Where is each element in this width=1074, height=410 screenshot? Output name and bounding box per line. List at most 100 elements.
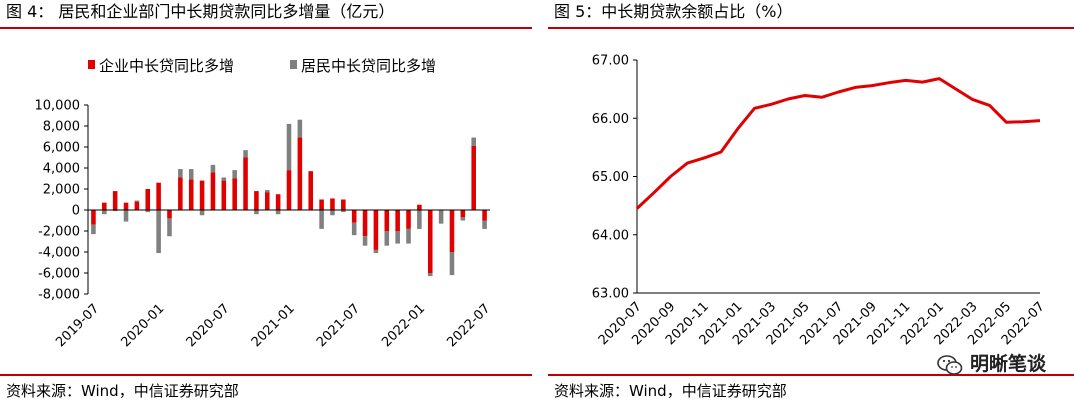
bar-household: [460, 217, 466, 221]
bar-household: [178, 169, 183, 178]
bar-x-tick-label: 2022-01: [379, 301, 428, 350]
bar-enterprise: [275, 194, 281, 210]
bar-household: [210, 164, 216, 173]
bar-household: [297, 119, 303, 138]
bar-enterprise: [417, 204, 422, 210]
bar-household: [373, 249, 379, 254]
bar-household: [427, 273, 433, 277]
bar-household: [264, 190, 270, 193]
bar-enterprise: [178, 177, 183, 210]
bar-household: [341, 210, 346, 213]
line-chart: 63.00 64.00 65.00 66.00 67.00 2020-072020-09…: [592, 54, 1048, 349]
bar-y-tick-label: -8,000: [38, 288, 80, 303]
left-source-rule: [0, 374, 532, 376]
bar-enterprise: [188, 179, 194, 210]
line-series-loan-share: [635, 77, 1041, 210]
bar-enterprise: [341, 199, 346, 210]
bar-enterprise: [134, 201, 140, 210]
bar-enterprise: [471, 145, 476, 210]
left-chart-panel: 图 4： 居民和企业部门中长期贷款同比多增量（亿元） 企业中长贷同比多增 居民中…: [0, 0, 532, 410]
bar-enterprise: [449, 210, 455, 252]
right-chart-panel: 图 5：中长期贷款余额占比（%） 63.00 64.00 65.00 66.00 67.…: [548, 0, 1074, 410]
bar-household: [134, 200, 140, 202]
watermark: 明晰笔谈: [937, 349, 1046, 376]
bar-enterprise: [308, 171, 314, 210]
bar-enterprise: [102, 202, 107, 210]
bar-enterprise: [210, 172, 216, 210]
bar-household: [275, 210, 281, 215]
bar-enterprise: [395, 210, 400, 231]
bar-enterprise: [406, 210, 411, 229]
bar-household: [417, 210, 422, 229]
wechat-icon: [937, 354, 963, 375]
bar-household: [319, 210, 324, 229]
bar-household: [471, 137, 476, 146]
bar-enterprise: [167, 210, 172, 219]
bar-enterprise: [351, 210, 357, 223]
bar-enterprise: [373, 210, 379, 250]
bar-y-tick-label: 8,000: [43, 120, 80, 135]
bar-household: [449, 252, 455, 276]
bar-enterprise: [232, 178, 237, 210]
bar-x-tick-label: 2021-07: [314, 301, 363, 350]
bar-enterprise: [112, 191, 118, 210]
bar-household: [167, 218, 172, 237]
bar-enterprise: [156, 182, 161, 210]
bar-x-axis: 2019-07 2020-01 2020-07 2021-01 2021-07 2022-…: [53, 209, 493, 350]
legend-swatch-household: [290, 60, 297, 69]
bar-household: [286, 123, 292, 171]
bar-household: [145, 210, 151, 213]
bar-household: [232, 170, 237, 179]
bar-enterprise: [330, 198, 335, 210]
bar-enterprise: [460, 210, 466, 218]
right-source-note: 资料来源：Wind，中信证券研究部: [554, 382, 787, 400]
bar-household: [406, 228, 411, 244]
line-y-axis: 63.00 64.00 65.00 66.00 67.00: [592, 54, 638, 302]
bar-enterprise: [123, 202, 129, 210]
line-y-tick-label: 66.00: [592, 112, 629, 127]
bar-y-tick-label: -2,000: [38, 225, 80, 240]
bar-x-tick-label: 2019-07: [53, 301, 102, 350]
line-y-tick-label: 65.00: [592, 170, 629, 185]
bar-x-tick-label: 2020-01: [118, 301, 167, 350]
bar-y-tick-label: -4,000: [38, 246, 80, 261]
line-marks: [635, 77, 1041, 210]
bar-enterprise: [243, 157, 248, 210]
bar-enterprise: [482, 210, 487, 221]
bar-y-tick-label: 4,000: [43, 162, 80, 177]
bar-household: [362, 236, 368, 246]
bar-household: [156, 210, 161, 254]
bar-y-tick-label: 6,000: [43, 141, 80, 156]
right-chart-title: 图 5：中长期贷款余额占比（%）: [554, 2, 793, 21]
bar-household: [123, 210, 129, 222]
bar-enterprise: [384, 210, 390, 231]
bar-household: [438, 210, 444, 224]
bar-enterprise: [297, 137, 303, 210]
bar-household: [112, 210, 118, 212]
bar-household: [243, 150, 248, 158]
line-y-tick-label: 64.00: [592, 228, 629, 243]
bar-enterprise: [91, 210, 96, 225]
bar-household: [482, 220, 487, 229]
bar-household: [199, 210, 205, 216]
bar-enterprise: [145, 189, 151, 210]
watermark-text: 明晰笔谈: [969, 353, 1046, 375]
bar-x-tick-label: 2020-07: [184, 301, 233, 350]
legend-label-household: 居民中长贷同比多增: [301, 57, 436, 75]
bar-enterprise: [264, 192, 270, 210]
bar-enterprise: [427, 210, 433, 273]
bar-chart: 企业中长贷同比多增 居民中长贷同比多增 -8,000 -6,000 -4,000 -2…: [35, 57, 494, 350]
bar-enterprise: [199, 180, 205, 210]
bar-x-tick-label: 2021-01: [249, 301, 298, 350]
bar-enterprise: [319, 199, 324, 210]
bar-household: [221, 177, 227, 181]
line-y-tick-label: 67.00: [592, 54, 629, 69]
line-y-tick-label: 63.00: [592, 287, 629, 302]
right-title-rule: [548, 27, 1074, 29]
bar-household: [330, 210, 335, 216]
legend-label-enterprise: 企业中长贷同比多增: [99, 57, 234, 75]
bar-household: [254, 210, 259, 215]
bar-y-tick-label: 0: [72, 204, 80, 219]
bar-household: [188, 169, 194, 180]
left-chart-title: 图 4： 居民和企业部门中长期贷款同比多增量（亿元）: [6, 2, 395, 21]
